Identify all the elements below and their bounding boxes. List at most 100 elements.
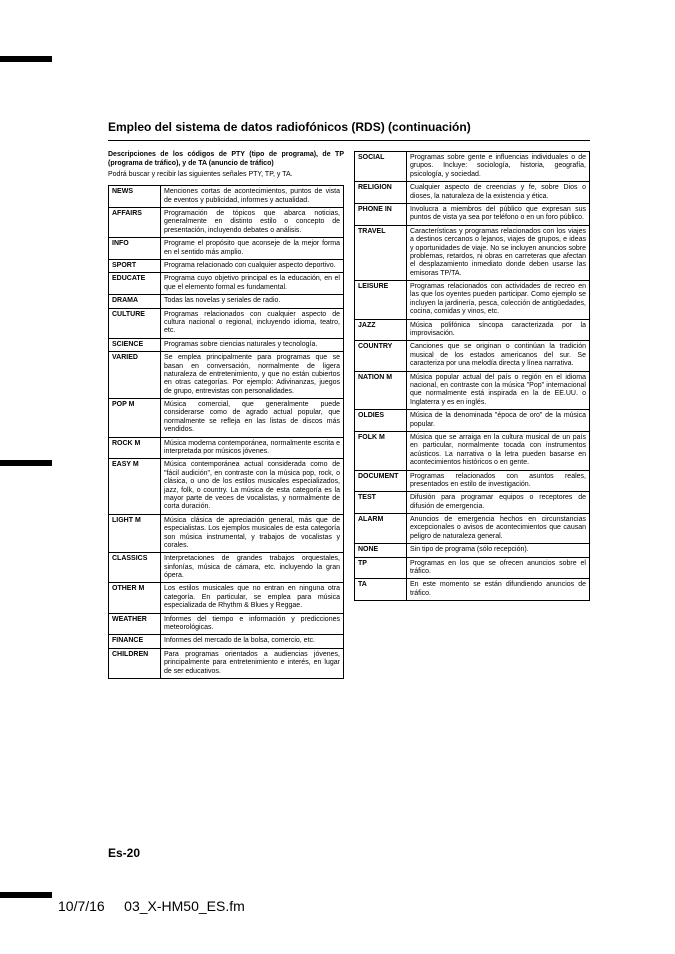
table-row: INFOPrograme el propósito que aconseje d… bbox=[109, 238, 344, 260]
crop-mark bbox=[0, 56, 52, 62]
pty-code: INFO bbox=[109, 238, 161, 260]
pty-table-right: SOCIALProgramas sobre gente e influencia… bbox=[354, 151, 590, 601]
pty-code: WEATHER bbox=[109, 613, 161, 635]
pty-code: PHONE IN bbox=[355, 203, 407, 225]
pty-code: CHILDREN bbox=[109, 648, 161, 678]
table-row: SOCIALProgramas sobre gente e influencia… bbox=[355, 152, 590, 182]
pty-description: Música polifónica síncopa caracterizada … bbox=[407, 319, 590, 341]
pty-code: AFFAIRS bbox=[109, 208, 161, 238]
table-row: TRAVELCaracterísticas y programas relaci… bbox=[355, 225, 590, 280]
pty-code: NONE bbox=[355, 544, 407, 557]
pty-description: Programas relacionados con cualquier asp… bbox=[161, 308, 344, 338]
pty-description: Sin tipo de programa (sólo recepción). bbox=[407, 544, 590, 557]
pty-description: Anuncios de emergencia hechos en circuns… bbox=[407, 514, 590, 544]
pty-code: CULTURE bbox=[109, 308, 161, 338]
table-row: DOCUMENTProgramas relacionados con asunt… bbox=[355, 470, 590, 492]
pty-description: Informes del tiempo e información y pred… bbox=[161, 613, 344, 635]
table-row: PHONE INInvolucra a miembros del público… bbox=[355, 203, 590, 225]
crop-mark bbox=[0, 892, 52, 898]
pty-code: EDUCATE bbox=[109, 273, 161, 295]
table-row: LEISUREProgramas relacionados con activi… bbox=[355, 281, 590, 320]
table-row: COUNTRYCanciones que se originan o conti… bbox=[355, 341, 590, 371]
pty-description: Música moderna contemporánea, normalment… bbox=[161, 437, 344, 459]
pty-description: Para programas orientados a audiencias j… bbox=[161, 648, 344, 678]
pty-code: TEST bbox=[355, 492, 407, 514]
pty-code: DOCUMENT bbox=[355, 470, 407, 492]
table-row: WEATHERInformes del tiempo e información… bbox=[109, 613, 344, 635]
pty-code: JAZZ bbox=[355, 319, 407, 341]
table-row: NATION MMúsica popular actual del país o… bbox=[355, 371, 590, 410]
table-row: EDUCATEPrograma cuyo objetivo principal … bbox=[109, 273, 344, 295]
pty-code: TP bbox=[355, 557, 407, 579]
table-row: SCIENCEProgramas sobre ciencias naturale… bbox=[109, 338, 344, 351]
pty-code: OLDIES bbox=[355, 410, 407, 432]
pty-description: Características y programas relacionados… bbox=[407, 225, 590, 280]
crop-mark bbox=[0, 460, 52, 466]
pty-description: Canciones que se originan o continúan la… bbox=[407, 341, 590, 371]
pty-code: DRAMA bbox=[109, 295, 161, 308]
pty-code: TA bbox=[355, 579, 407, 601]
column-right: SOCIALProgramas sobre gente e influencia… bbox=[354, 151, 590, 679]
table-row: NEWSMenciones cortas de acontecimientos,… bbox=[109, 186, 344, 208]
pty-description: Todas las novelas y seriales de radio. bbox=[161, 295, 344, 308]
pty-description: Se emplea principalmente para programas … bbox=[161, 352, 344, 399]
pty-description: Música contemporánea actual considerada … bbox=[161, 459, 344, 514]
footer-date: 10/7/16 bbox=[58, 898, 105, 914]
pty-code: POP M bbox=[109, 399, 161, 438]
pty-description: Música clásica de apreciación general, m… bbox=[161, 514, 344, 553]
two-columns: Descripciones de los códigos de PTY (tip… bbox=[108, 151, 590, 679]
table-row: DRAMATodas las novelas y seriales de rad… bbox=[109, 295, 344, 308]
table-row: FINANCEInformes del mercado de la bolsa,… bbox=[109, 635, 344, 648]
pty-description: Programas sobre ciencias naturales y tec… bbox=[161, 338, 344, 351]
table-row: JAZZMúsica polifónica síncopa caracteriz… bbox=[355, 319, 590, 341]
divider bbox=[108, 140, 590, 141]
pty-description: Programas sobre gente e influencias indi… bbox=[407, 152, 590, 182]
pty-description: Música que se arraiga en la cultura musi… bbox=[407, 431, 590, 470]
table-row: OTHER MLos estilos musicales que no entr… bbox=[109, 583, 344, 613]
table-row: CHILDRENPara programas orientados a audi… bbox=[109, 648, 344, 678]
pty-description: Informes del mercado de la bolsa, comerc… bbox=[161, 635, 344, 648]
footer: 10/7/16 03_X-HM50_ES.fm bbox=[58, 898, 245, 914]
pty-code: SOCIAL bbox=[355, 152, 407, 182]
page-content: Empleo del sistema de datos radiofónicos… bbox=[108, 120, 590, 679]
table-row: NONESin tipo de programa (sólo recepción… bbox=[355, 544, 590, 557]
column-left: Descripciones de los códigos de PTY (tip… bbox=[108, 151, 344, 679]
table-row: FOLK MMúsica que se arraiga en la cultur… bbox=[355, 431, 590, 470]
table-row: CULTUREProgramas relacionados con cualqu… bbox=[109, 308, 344, 338]
pty-description: Programación de tópicos que abarca notic… bbox=[161, 208, 344, 238]
pty-code: LIGHT M bbox=[109, 514, 161, 553]
pty-description: Programa relacionado con cualquier aspec… bbox=[161, 259, 344, 272]
pty-description: Programe el propósito que aconseje de la… bbox=[161, 238, 344, 260]
pty-code: EASY M bbox=[109, 459, 161, 514]
table-row: POP MMúsica comercial, que generalmente … bbox=[109, 399, 344, 438]
pty-code: COUNTRY bbox=[355, 341, 407, 371]
pty-code: NATION M bbox=[355, 371, 407, 410]
table-row: AFFAIRSProgramación de tópicos que abarc… bbox=[109, 208, 344, 238]
intro-text: Podrá buscar y recibir las siguientes se… bbox=[108, 171, 344, 180]
pty-code: FINANCE bbox=[109, 635, 161, 648]
pty-code: ROCK M bbox=[109, 437, 161, 459]
pty-code: OTHER M bbox=[109, 583, 161, 613]
pty-description: Programas relacionados con asuntos reale… bbox=[407, 470, 590, 492]
pty-description: Involucra a miembros del público que exp… bbox=[407, 203, 590, 225]
pty-description: Programas relacionados con actividades d… bbox=[407, 281, 590, 320]
pty-code: VARIED bbox=[109, 352, 161, 399]
pty-description: Difusión para programar equipos o recept… bbox=[407, 492, 590, 514]
table-row: EASY MMúsica contemporánea actual consid… bbox=[109, 459, 344, 514]
pty-code: SCIENCE bbox=[109, 338, 161, 351]
table-row: VARIEDSe emplea principalmente para prog… bbox=[109, 352, 344, 399]
pty-description: Música popular actual del país o región … bbox=[407, 371, 590, 410]
page-title: Empleo del sistema de datos radiofónicos… bbox=[108, 120, 590, 134]
pty-description: Menciones cortas de acontecimientos, pun… bbox=[161, 186, 344, 208]
pty-description: Cualquier aspecto de creencias y fe, sob… bbox=[407, 182, 590, 204]
pty-description: Música comercial, que generalmente puede… bbox=[161, 399, 344, 438]
pty-code: RELIGION bbox=[355, 182, 407, 204]
table-row: TESTDifusión para programar equipos o re… bbox=[355, 492, 590, 514]
intro-heading: Descripciones de los códigos de PTY (tip… bbox=[108, 151, 344, 169]
pty-code: NEWS bbox=[109, 186, 161, 208]
footer-filename: 03_X-HM50_ES.fm bbox=[124, 898, 245, 914]
table-row: ROCK MMúsica moderna contemporánea, norm… bbox=[109, 437, 344, 459]
pty-code: CLASSICS bbox=[109, 553, 161, 583]
pty-code: TRAVEL bbox=[355, 225, 407, 280]
table-row: ALARMAnuncios de emergencia hechos en ci… bbox=[355, 514, 590, 544]
